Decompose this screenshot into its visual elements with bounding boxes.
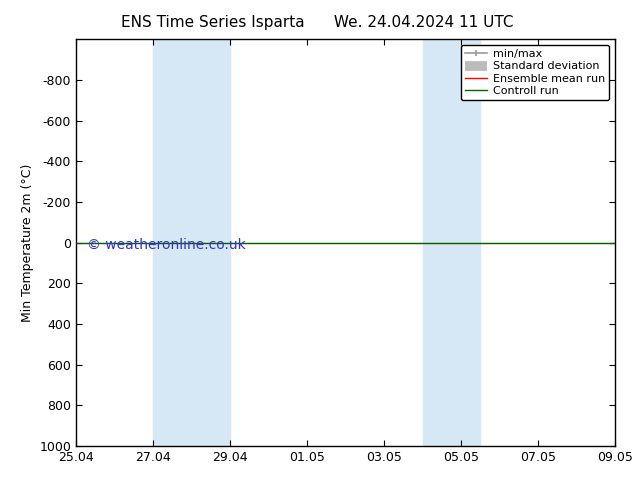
- Text: © weatheronline.co.uk: © weatheronline.co.uk: [87, 238, 245, 251]
- Legend: min/max, Standard deviation, Ensemble mean run, Controll run: min/max, Standard deviation, Ensemble me…: [460, 45, 609, 100]
- Y-axis label: Min Temperature 2m (°C): Min Temperature 2m (°C): [21, 163, 34, 322]
- Bar: [422, 39, 480, 446]
- Bar: [153, 39, 230, 446]
- Text: ENS Time Series Isparta      We. 24.04.2024 11 UTC: ENS Time Series Isparta We. 24.04.2024 1…: [120, 15, 514, 30]
